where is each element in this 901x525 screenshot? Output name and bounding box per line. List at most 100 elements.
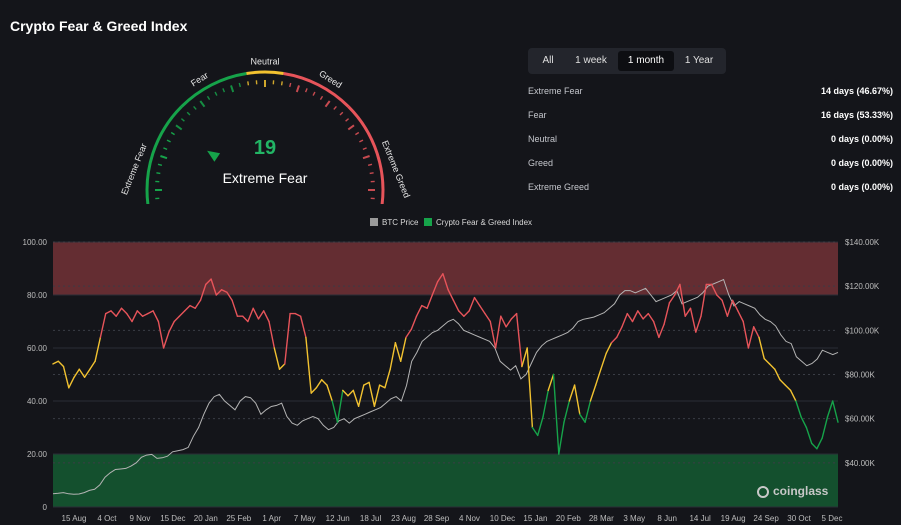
fear-greed-segment (141, 312, 149, 317)
fear-greed-segment (273, 347, 281, 370)
fear-greed-segment (779, 379, 786, 386)
fear-greed-segment (805, 426, 813, 445)
gauge-tick (359, 139, 364, 143)
fear-greed-segment (616, 326, 623, 339)
fear-greed-segment (394, 341, 402, 363)
x-tick-label: 5 Dec (822, 514, 843, 523)
fear-greed-segment (89, 360, 96, 370)
y-left-tick-label: 40.00 (27, 397, 48, 406)
y-right-tick-label: $80.00K (845, 371, 875, 380)
fear-greed-segment (57, 360, 65, 368)
gauge-arc-fear (180, 72, 247, 108)
fear-greed-segment (552, 373, 560, 455)
gauge-tick (170, 131, 175, 136)
fear-greed-segment (331, 400, 339, 423)
fear-greed-segment (421, 304, 428, 310)
fear-greed-segment (521, 347, 528, 368)
fear-greed-segment (631, 310, 639, 323)
fear-greed-segment (473, 296, 481, 307)
fear-greed-segment (658, 323, 665, 339)
fear-greed-segment (663, 302, 671, 325)
x-tick-label: 10 Dec (490, 514, 515, 523)
fear-greed-segment (489, 320, 497, 349)
stat-row-greed: Greed 0 days (0.00%) (528, 158, 893, 172)
gauge-tick (214, 91, 218, 96)
x-tick-label: 14 Jul (689, 514, 711, 523)
tab-1-year[interactable]: 1 Year (684, 55, 714, 66)
fear-greed-segment (120, 307, 128, 315)
fear-greed-segment (731, 299, 739, 312)
fear-greed-segment (104, 310, 112, 315)
fear-greed-segment (589, 384, 597, 402)
fear-greed-segment (384, 368, 391, 389)
fear-greed-segment (747, 326, 755, 349)
gauge-tick (362, 147, 367, 151)
fear-greed-segment (389, 341, 397, 370)
fear-greed-segment (210, 278, 218, 296)
gauge-tick (333, 105, 337, 110)
y-left-tick-label: 0 (43, 503, 48, 512)
fear-greed-segment (795, 400, 802, 418)
tab-1-week[interactable]: 1 week (575, 55, 607, 66)
x-tick-label: 25 Feb (226, 514, 251, 523)
gauge-tick (163, 147, 168, 151)
legend-swatch-index (424, 218, 432, 226)
x-tick-label: 20 Feb (556, 514, 581, 523)
fear-greed-segment (505, 318, 513, 328)
fear-greed-segment (573, 384, 581, 416)
stat-label: Greed (528, 158, 554, 168)
fear-greed-segment (363, 381, 370, 386)
x-tick-label: 15 Aug (62, 514, 87, 523)
x-tick-label: 18 Jul (360, 514, 382, 523)
x-tick-label: 15 Jan (523, 514, 547, 523)
fear-greed-segment (131, 310, 139, 323)
fear-greed-segment (215, 289, 223, 296)
y-right-tick-label: $140.00K (845, 238, 880, 247)
gauge-tick (157, 163, 163, 166)
fear-greed-segment (257, 310, 265, 320)
fear-greed-segment (674, 283, 681, 296)
watermark: coinglass (773, 484, 829, 498)
fear-greed-segment (352, 389, 360, 408)
fear-greed-segment (78, 368, 86, 378)
fear-greed-segment (494, 315, 502, 349)
gauge-tick (222, 88, 226, 93)
gauge-tick (280, 81, 283, 86)
fear-greed-segment (816, 437, 823, 450)
x-tick-label: 3 May (623, 514, 645, 523)
fear-greed-segment (458, 310, 465, 317)
tab-1-month[interactable]: 1 month (618, 51, 674, 71)
fear-greed-segment (357, 384, 365, 408)
fear-greed-segment (347, 389, 354, 397)
fear-greed-segment (252, 307, 260, 320)
fear-greed-segment (321, 379, 328, 386)
x-tick-label: 4 Oct (97, 514, 117, 523)
x-tick-label: 19 Aug (721, 514, 746, 523)
tab-all[interactable]: All (542, 55, 554, 66)
fear-greed-segment (378, 384, 386, 389)
fear-greed-segment (763, 357, 771, 365)
stat-row-extreme-fear: Extreme Fear 14 days (46.67%) (528, 86, 893, 100)
y-right-tick-label: $40.00K (845, 459, 875, 468)
page-title: Crypto Fear & Greed Index (10, 18, 188, 34)
fear-greed-segment (600, 352, 607, 370)
legend-item-btc-price[interactable]: BTC Price (370, 217, 418, 229)
gauge-label-extreme-greed: Extreme Greed (380, 139, 412, 199)
fear-greed-segment (410, 315, 418, 331)
stat-row-neutral: Neutral 0 days (0.00%) (528, 134, 893, 148)
fear-greed-segment (442, 273, 449, 291)
gauge-value: 19 (253, 137, 277, 159)
gauge-tick (324, 100, 331, 108)
fear-greed-segment (531, 426, 539, 437)
fear-greed-segment (563, 400, 570, 423)
gauge-tick (156, 172, 161, 175)
fear-greed-segment (526, 347, 534, 429)
y-left-tick-label: 20.00 (27, 450, 48, 459)
gauge-tick (238, 82, 241, 88)
x-tick-label: 30 Oct (787, 514, 811, 523)
fear-greed-chart: 100.00 80.00 60.00 40.00 20.00 0 $140.00K $120.… (23, 238, 880, 523)
gauge-tick (295, 85, 300, 93)
extreme-fear-band (53, 454, 838, 507)
legend-item-fear-greed[interactable]: Crypto Fear & Greed Index (424, 217, 532, 229)
fear-greed-segment (231, 299, 239, 317)
